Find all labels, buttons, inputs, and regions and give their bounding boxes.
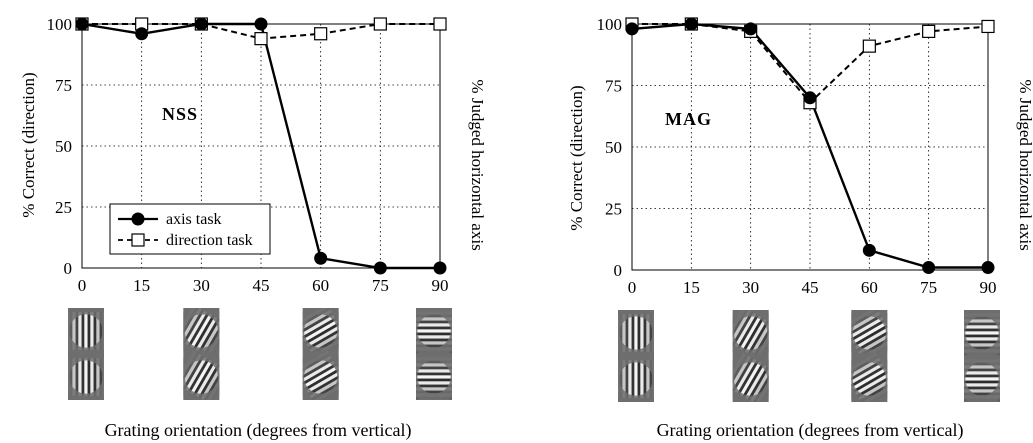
x-tick-label: 45	[802, 278, 819, 297]
y-tick-labels: 0 25 50 75 100	[47, 15, 73, 278]
x-tick-label: 0	[78, 276, 87, 295]
y-tick-label: 25	[55, 198, 72, 217]
x-tick-labels: 0 15 30 45 60 75 90	[628, 278, 997, 297]
stimulus-patch	[851, 310, 888, 402]
data-point-direction-task	[981, 19, 995, 34]
stimulus-patch	[964, 310, 1000, 402]
data-point-axis-task	[981, 261, 995, 275]
panel-mag: 0 15 30 45 60 75 90 0 25 50 75 100 MAG % Correct (…	[567, 15, 1033, 441]
x-tick-label: 75	[920, 278, 937, 297]
y-tick-label: 0	[614, 261, 623, 280]
x-tick-label: 0	[628, 278, 637, 297]
data-point-direction-task	[314, 27, 328, 41]
x-axis-label: Grating orientation (degrees from vertic…	[657, 420, 964, 441]
x-tick-label: 15	[683, 278, 700, 297]
x-axis-label: Grating orientation (degrees from vertic…	[105, 420, 412, 441]
data-point-axis-task	[433, 261, 447, 275]
x-tick-label: 30	[742, 278, 759, 297]
grid-lines	[631, 23, 989, 271]
y-axis-label-right: % Judged horizontal axis	[468, 79, 487, 250]
legend-label-axis: axis task	[166, 211, 222, 228]
data-point-axis-task	[625, 22, 639, 36]
y-tick-label: 50	[55, 137, 72, 156]
data-point-direction-task	[922, 24, 936, 38]
data-point-direction-task	[862, 39, 876, 53]
data-point-axis-task	[194, 17, 208, 31]
data-point-axis-task	[254, 17, 268, 31]
legend: axis task direction task	[109, 203, 271, 255]
y-tick-label: 100	[47, 15, 73, 34]
stimulus-patch	[183, 308, 220, 400]
y-tick-label: 25	[605, 200, 622, 219]
y-tick-label: 100	[597, 15, 623, 34]
x-tick-label: 30	[193, 276, 210, 295]
x-tick-label: 60	[861, 278, 878, 297]
y-tick-label: 50	[605, 138, 622, 157]
series-markers	[75, 17, 447, 275]
x-tick-label: 15	[133, 276, 150, 295]
data-point-axis-task	[922, 261, 936, 275]
panel-nss: 0 15 30 45 60 75 90 0 25 50 75 100 NSS % Correct (…	[19, 15, 487, 441]
stimulus-patch	[68, 308, 104, 400]
data-point-axis-task	[862, 243, 876, 257]
stimulus-patch	[416, 308, 452, 400]
data-point-direction-task	[433, 17, 447, 31]
legend-marker-axis	[131, 212, 145, 226]
y-tick-labels: 0 25 50 75 100	[597, 15, 623, 280]
y-axis-label-left: % Correct (direction)	[567, 85, 586, 230]
x-tick-label: 45	[253, 276, 270, 295]
stimulus-strip	[618, 310, 1000, 402]
y-tick-label: 75	[55, 76, 72, 95]
panel-label: NSS	[162, 104, 198, 124]
stimulus-patch	[302, 308, 339, 400]
stimulus-patch	[732, 310, 769, 402]
x-tick-labels: 0 15 30 45 60 75 90	[78, 276, 449, 295]
data-point-axis-task	[684, 17, 698, 31]
data-point-axis-task	[803, 91, 817, 105]
data-point-axis-task	[373, 261, 387, 275]
stimulus-patch	[618, 310, 654, 402]
x-tick-label: 90	[432, 276, 449, 295]
stimulus-strip	[68, 308, 452, 400]
legend-label-direction: direction task	[166, 232, 253, 249]
data-point-axis-task	[314, 251, 328, 265]
data-point-axis-task	[744, 22, 758, 36]
legend-marker-direction	[131, 233, 145, 247]
x-tick-label: 75	[372, 276, 389, 295]
data-point-axis-task	[75, 17, 89, 31]
y-axis-label-left: % Correct (direction)	[19, 72, 38, 217]
series-markers	[625, 17, 995, 275]
y-tick-label: 75	[605, 77, 622, 96]
panel-label: MAG	[665, 109, 712, 129]
x-tick-label: 90	[980, 278, 997, 297]
data-point-direction-task	[373, 17, 387, 31]
data-point-direction-task	[254, 32, 268, 46]
y-tick-label: 0	[64, 259, 73, 278]
y-axis-label-right: % Judged horizontal axis	[1016, 79, 1033, 250]
data-point-axis-task	[135, 27, 149, 41]
x-tick-label: 60	[312, 276, 329, 295]
